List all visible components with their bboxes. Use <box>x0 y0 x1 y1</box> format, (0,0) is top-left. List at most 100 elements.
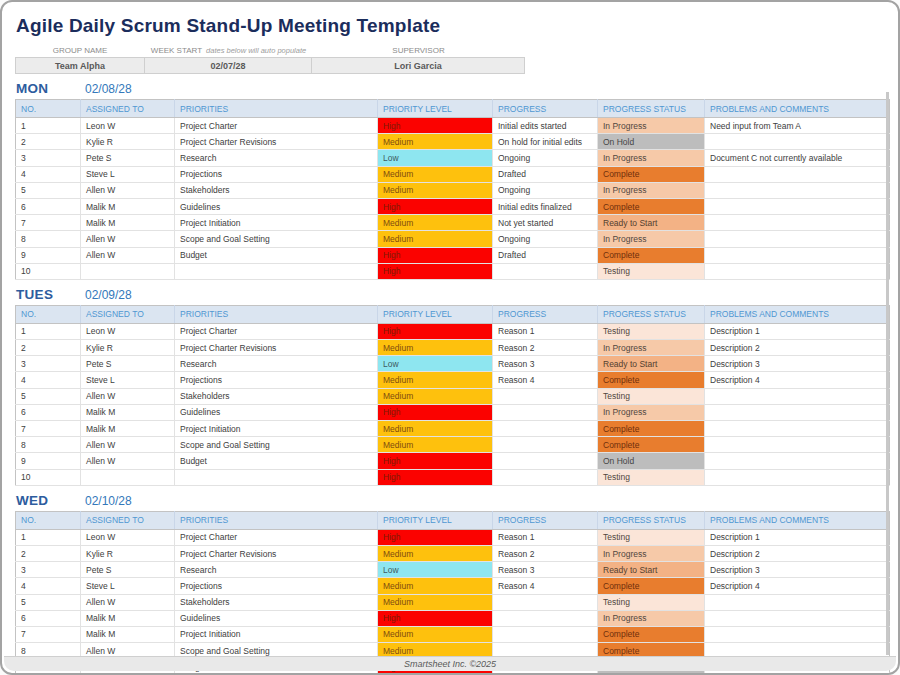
cell-row-number[interactable]: 4 <box>16 372 81 388</box>
cell-assigned-to[interactable]: Leon W <box>81 323 175 339</box>
cell-progress[interactable] <box>493 421 598 437</box>
cell-assigned-to[interactable]: Steve L <box>81 166 175 182</box>
cell-priorities[interactable]: Stakeholders <box>175 594 378 610</box>
cell-assigned-to[interactable]: Allen W <box>81 453 175 469</box>
cell-priority-level[interactable]: Low <box>378 562 493 578</box>
cell-priority-level[interactable]: High <box>378 610 493 626</box>
cell-progress[interactable]: Initial edits finalized <box>493 198 598 214</box>
cell-priority-level[interactable]: High <box>378 323 493 339</box>
cell-priority-level[interactable]: High <box>378 118 493 134</box>
cell-priority-level[interactable]: Low <box>378 356 493 372</box>
cell-priorities[interactable] <box>175 469 378 485</box>
cell-assigned-to[interactable] <box>81 263 175 279</box>
cell-priorities[interactable]: Guidelines <box>175 610 378 626</box>
cell-priorities[interactable]: Project Initiation <box>175 421 378 437</box>
cell-assigned-to[interactable]: Kylie R <box>81 340 175 356</box>
cell-progress[interactable]: On hold for initial edits <box>493 134 598 150</box>
cell-row-number[interactable]: 7 <box>16 421 81 437</box>
cell-progress[interactable]: Ongoing <box>493 150 598 166</box>
cell-priorities[interactable]: Project Initiation <box>175 626 378 642</box>
cell-assigned-to[interactable]: Kylie R <box>81 545 175 561</box>
cell-progress-status[interactable]: On Hold <box>598 453 705 469</box>
cell-assigned-to[interactable]: Steve L <box>81 578 175 594</box>
cell-row-number[interactable]: 1 <box>16 323 81 339</box>
cell-priorities[interactable]: Research <box>175 562 378 578</box>
cell-assigned-to[interactable]: Malik M <box>81 421 175 437</box>
cell-priority-level[interactable]: Medium <box>378 626 493 642</box>
cell-progress[interactable]: Reason 1 <box>493 529 598 545</box>
cell-problems-comments[interactable] <box>705 610 890 626</box>
cell-priorities[interactable]: Budget <box>175 247 378 263</box>
cell-progress-status[interactable]: Complete <box>598 372 705 388</box>
cell-progress-status[interactable]: In Progress <box>598 404 705 420</box>
cell-priority-level[interactable]: High <box>378 247 493 263</box>
cell-priority-level[interactable]: Low <box>378 150 493 166</box>
cell-problems-comments[interactable]: Description 1 <box>705 529 890 545</box>
cell-row-number[interactable]: 7 <box>16 215 81 231</box>
cell-priorities[interactable] <box>175 263 378 279</box>
cell-progress-status[interactable]: In Progress <box>598 118 705 134</box>
cell-problems-comments[interactable]: Description 3 <box>705 562 890 578</box>
cell-row-number[interactable]: 10 <box>16 263 81 279</box>
cell-priorities[interactable]: Project Charter Revisions <box>175 340 378 356</box>
cell-priorities[interactable]: Scope and Goal Setting <box>175 231 378 247</box>
cell-assigned-to[interactable]: Allen W <box>81 247 175 263</box>
cell-priority-level[interactable]: Medium <box>378 437 493 453</box>
cell-progress[interactable]: Not yet started <box>493 215 598 231</box>
cell-priorities[interactable]: Project Initiation <box>175 215 378 231</box>
cell-progress-status[interactable]: In Progress <box>598 545 705 561</box>
cell-row-number[interactable]: 5 <box>16 388 81 404</box>
cell-row-number[interactable]: 3 <box>16 562 81 578</box>
cell-progress-status[interactable]: Testing <box>598 388 705 404</box>
cell-row-number[interactable]: 4 <box>16 578 81 594</box>
cell-row-number[interactable]: 2 <box>16 340 81 356</box>
cell-row-number[interactable]: 6 <box>16 198 81 214</box>
cell-problems-comments[interactable]: Need input from Team A <box>705 118 890 134</box>
cell-assigned-to[interactable]: Leon W <box>81 118 175 134</box>
cell-priority-level[interactable]: High <box>378 198 493 214</box>
cell-progress[interactable] <box>493 594 598 610</box>
cell-problems-comments[interactable] <box>705 626 890 642</box>
cell-progress-status[interactable]: Complete <box>598 247 705 263</box>
cell-row-number[interactable]: 9 <box>16 453 81 469</box>
cell-problems-comments[interactable] <box>705 388 890 404</box>
cell-progress[interactable]: Initial edits started <box>493 118 598 134</box>
cell-progress-status[interactable]: Testing <box>598 594 705 610</box>
cell-progress-status[interactable]: Ready to Start <box>598 215 705 231</box>
cell-problems-comments[interactable]: Document C not currently available <box>705 150 890 166</box>
cell-problems-comments[interactable] <box>705 198 890 214</box>
cell-progress-status[interactable]: Testing <box>598 263 705 279</box>
cell-progress[interactable]: Reason 4 <box>493 578 598 594</box>
cell-problems-comments[interactable]: Description 2 <box>705 340 890 356</box>
cell-progress-status[interactable]: In Progress <box>598 340 705 356</box>
cell-assigned-to[interactable]: Malik M <box>81 215 175 231</box>
cell-priority-level[interactable]: Medium <box>378 421 493 437</box>
cell-problems-comments[interactable] <box>705 134 890 150</box>
cell-problems-comments[interactable] <box>705 215 890 231</box>
cell-progress[interactable]: Reason 2 <box>493 545 598 561</box>
cell-progress-status[interactable]: In Progress <box>598 231 705 247</box>
cell-row-number[interactable]: 7 <box>16 626 81 642</box>
cell-priorities[interactable]: Project Charter <box>175 323 378 339</box>
cell-priorities[interactable]: Research <box>175 356 378 372</box>
cell-row-number[interactable]: 9 <box>16 247 81 263</box>
cell-priority-level[interactable]: High <box>378 404 493 420</box>
cell-row-number[interactable]: 3 <box>16 356 81 372</box>
cell-problems-comments[interactable] <box>705 247 890 263</box>
cell-row-number[interactable]: 5 <box>16 594 81 610</box>
cell-progress[interactable]: Reason 3 <box>493 356 598 372</box>
cell-priorities[interactable]: Guidelines <box>175 198 378 214</box>
cell-row-number[interactable]: 8 <box>16 231 81 247</box>
cell-progress[interactable]: Drafted <box>493 247 598 263</box>
cell-progress[interactable]: Ongoing <box>493 231 598 247</box>
cell-problems-comments[interactable] <box>705 231 890 247</box>
cell-assigned-to[interactable]: Leon W <box>81 529 175 545</box>
cell-progress[interactable] <box>493 626 598 642</box>
cell-problems-comments[interactable] <box>705 594 890 610</box>
cell-progress-status[interactable]: In Progress <box>598 150 705 166</box>
cell-priorities[interactable]: Budget <box>175 453 378 469</box>
cell-priority-level[interactable]: Medium <box>378 545 493 561</box>
cell-progress[interactable]: Ongoing <box>493 182 598 198</box>
cell-priorities[interactable]: Stakeholders <box>175 388 378 404</box>
cell-problems-comments[interactable] <box>705 469 890 485</box>
